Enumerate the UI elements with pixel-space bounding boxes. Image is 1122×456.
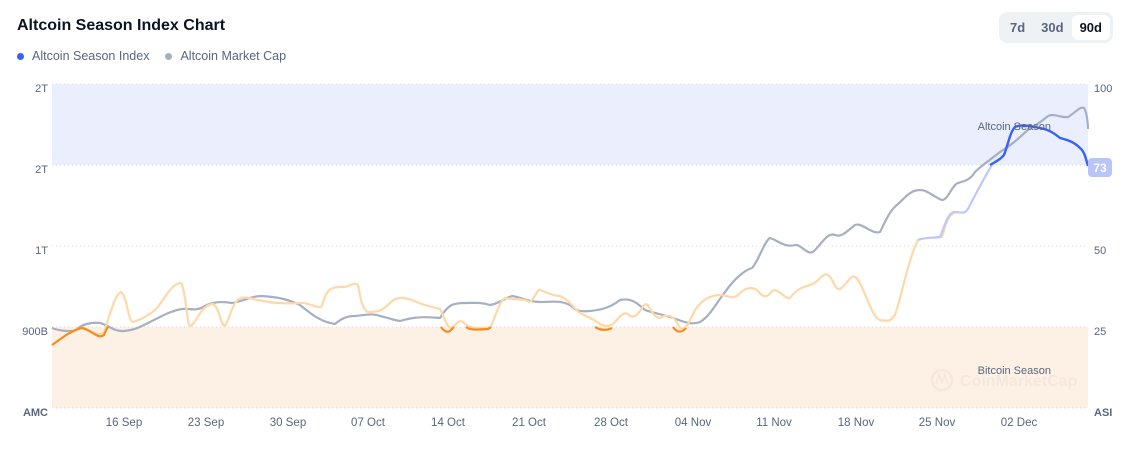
x-axis-tick: 28 Oct xyxy=(594,417,628,429)
range-7d-button[interactable]: 7d xyxy=(1010,20,1026,35)
left-axis-tick: 900B xyxy=(22,326,48,338)
current-value-badge: 73 xyxy=(1088,158,1112,177)
right-axis-tick: 25 xyxy=(1094,326,1107,338)
chart-title: Altcoin Season Index Chart xyxy=(17,17,226,34)
x-axis-tick: 18 Nov xyxy=(837,417,875,429)
bitcoin-season-label: Bitcoin Season xyxy=(978,365,1051,377)
asi-line-altcoin-season xyxy=(989,124,1090,167)
legend-label-market-cap: Altcoin Market Cap xyxy=(180,49,287,63)
market-cap-dot-icon xyxy=(165,52,173,60)
x-axis-tick: 16 Sep xyxy=(105,417,143,429)
x-axis-tick: 30 Sep xyxy=(269,417,307,429)
asi-line-mid xyxy=(917,164,993,242)
x-axis-tick: 21 Oct xyxy=(512,417,546,429)
right-axis-tick: 100 xyxy=(1094,83,1113,95)
legend-item-market-cap[interactable]: Altcoin Market Cap xyxy=(165,49,286,63)
range-90d-button[interactable]: 90d xyxy=(1071,15,1110,40)
legend-label-asi: Altcoin Season Index xyxy=(32,49,150,63)
asi-dot-icon xyxy=(17,52,24,60)
left-axis-tick: 2T xyxy=(35,83,48,95)
right-axis-tick: 50 xyxy=(1094,245,1107,257)
coinmarketcap-watermark: CoinMarketCap xyxy=(930,368,1078,392)
x-axis-tick: 04 Nov xyxy=(674,417,712,429)
left-axis-title: AMC xyxy=(22,407,48,419)
x-axis-tick: 25 Nov xyxy=(918,417,956,429)
x-axis-tick: 14 Oct xyxy=(431,417,465,429)
legend-item-asi[interactable]: Altcoin Season Index xyxy=(17,49,149,63)
chart-legend: Altcoin Season Index Altcoin Market Cap xyxy=(17,49,286,63)
x-axis-tick: 23 Sep xyxy=(187,417,225,429)
asi-line-light xyxy=(51,210,959,346)
range-switch: 7d 30d 90d xyxy=(999,12,1113,43)
asi-line-bitcoin-season xyxy=(51,326,687,346)
x-axis-tick: 02 Dec xyxy=(1000,417,1038,429)
range-30d-button[interactable]: 30d xyxy=(1041,20,1064,35)
altcoin-season-band xyxy=(52,84,1088,165)
altcoin-season-label: Altcoin Season xyxy=(978,121,1051,133)
left-axis-tick: 2T xyxy=(35,164,48,176)
right-axis-title: ASI xyxy=(1094,407,1113,419)
bitcoin-season-band xyxy=(52,327,1088,408)
left-axis-tick: 1T xyxy=(35,245,48,257)
x-axis-tick: 11 Nov xyxy=(756,417,792,429)
svg-text:CoinMarketCap: CoinMarketCap xyxy=(960,373,1078,390)
x-axis-tick: 07 Oct xyxy=(351,417,385,429)
